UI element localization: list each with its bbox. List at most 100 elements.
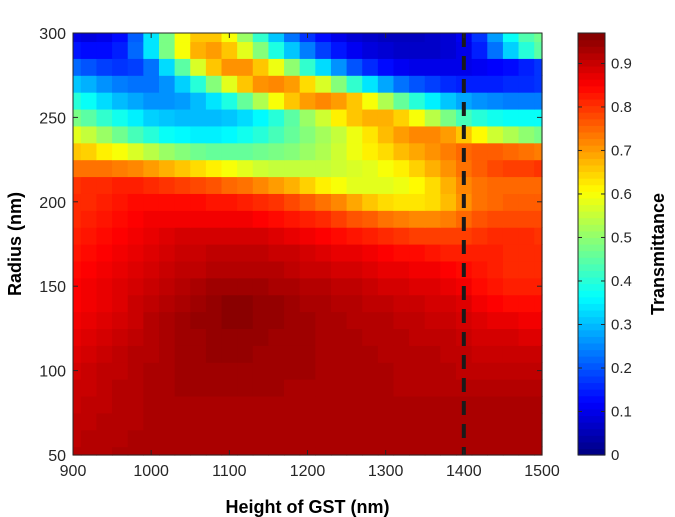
heatmap-cell bbox=[487, 92, 504, 110]
heatmap-cell bbox=[112, 395, 129, 414]
heatmap-cell bbox=[80, 92, 98, 110]
heatmap-cell bbox=[237, 92, 254, 110]
heatmap-cell bbox=[315, 176, 332, 194]
heatmap-cell bbox=[221, 345, 238, 363]
heatmap-cell bbox=[237, 311, 254, 329]
heatmap-cell bbox=[190, 41, 207, 59]
heatmap-cell bbox=[424, 294, 441, 313]
heatmap-cell bbox=[221, 176, 238, 194]
heatmap-cell bbox=[299, 395, 316, 414]
heatmap-cell bbox=[346, 92, 363, 110]
heatmap-cell bbox=[221, 328, 238, 346]
heatmap-cell bbox=[377, 176, 395, 194]
heatmap-cell bbox=[112, 41, 129, 59]
heatmap-cell bbox=[143, 328, 160, 346]
heatmap-cell bbox=[268, 379, 285, 397]
heatmap-cell bbox=[174, 193, 191, 211]
heatmap-cell bbox=[424, 379, 441, 397]
colorbar-segment bbox=[578, 65, 605, 74]
heatmap-cell bbox=[393, 176, 410, 194]
heatmap-cell bbox=[205, 193, 223, 211]
heatmap-cell bbox=[315, 379, 332, 397]
heatmap-cell bbox=[346, 33, 363, 43]
heatmap-cell bbox=[80, 75, 98, 93]
heatmap-cell bbox=[440, 176, 457, 194]
heatmap-cell bbox=[502, 260, 520, 279]
heatmap-cell bbox=[409, 345, 426, 363]
heatmap-cell bbox=[143, 395, 160, 414]
heatmap-cell bbox=[221, 125, 238, 144]
heatmap-cell bbox=[456, 294, 473, 313]
heatmap-cell bbox=[330, 108, 348, 127]
heatmap-cell bbox=[440, 125, 457, 144]
colorbar-segment bbox=[578, 217, 605, 225]
heatmap-cell bbox=[190, 108, 207, 127]
heatmap-cell bbox=[174, 33, 191, 43]
heatmap-cell bbox=[80, 125, 98, 144]
heatmap-cell bbox=[252, 176, 270, 194]
colorbar-segment bbox=[578, 131, 605, 140]
heatmap-cell bbox=[237, 41, 254, 59]
heatmap-cell bbox=[205, 176, 223, 194]
heatmap-cell bbox=[174, 244, 191, 262]
heatmap-cell bbox=[127, 395, 144, 414]
heatmap-cell bbox=[330, 379, 348, 397]
heatmap-cell bbox=[221, 260, 238, 279]
heatmap-cell bbox=[502, 176, 520, 194]
heatmap-cell bbox=[393, 58, 410, 76]
heatmap-cell bbox=[346, 446, 363, 456]
heatmap-cell bbox=[471, 395, 488, 414]
heatmap-cell bbox=[440, 244, 457, 262]
heatmap-cell bbox=[205, 395, 223, 414]
heatmap-cell bbox=[377, 277, 395, 296]
colorbar-segment bbox=[578, 59, 605, 67]
heatmap-cell bbox=[252, 328, 270, 346]
heatmap-cell bbox=[409, 193, 426, 211]
heatmap-cell bbox=[330, 362, 348, 380]
heatmap-cell bbox=[362, 92, 379, 110]
heatmap-cell bbox=[424, 395, 441, 414]
heatmap-cell bbox=[471, 92, 488, 110]
heatmap-cell bbox=[487, 58, 504, 76]
heatmap-cell bbox=[393, 345, 410, 363]
heatmap-cell bbox=[409, 92, 426, 110]
heatmap-cell bbox=[127, 328, 144, 346]
heatmap-cell bbox=[127, 311, 144, 329]
heatmap-cell bbox=[518, 142, 535, 161]
heatmap-cell bbox=[237, 58, 254, 76]
heatmap-cell bbox=[393, 311, 410, 329]
heatmap-cell bbox=[96, 176, 113, 194]
heatmap-cell bbox=[221, 277, 238, 296]
heatmap-cell bbox=[502, 210, 520, 228]
heatmap-cell bbox=[377, 429, 395, 448]
heatmap-cell bbox=[143, 41, 160, 59]
y-tick-label: 150 bbox=[39, 279, 66, 296]
heatmap-cell bbox=[127, 277, 144, 296]
heatmap-cell bbox=[96, 446, 113, 456]
heatmap-cell bbox=[143, 75, 160, 93]
heatmap-cell bbox=[174, 412, 191, 431]
heatmap-cell bbox=[409, 244, 426, 262]
heatmap-cell bbox=[73, 75, 82, 93]
heatmap-cell bbox=[424, 328, 441, 346]
heatmap-cell bbox=[362, 446, 379, 456]
heatmap-cell bbox=[471, 108, 488, 127]
heatmap-cell bbox=[440, 142, 457, 161]
heatmap-cell bbox=[330, 294, 348, 313]
colorbar-tick-label: 0.6 bbox=[611, 186, 632, 203]
heatmap-cell bbox=[284, 379, 301, 397]
heatmap-cell bbox=[409, 260, 426, 279]
heatmap-cell bbox=[518, 92, 535, 110]
heatmap-cell bbox=[518, 125, 535, 144]
heatmap-cell bbox=[221, 92, 238, 110]
heatmap-cell bbox=[143, 58, 160, 76]
heatmap-cell bbox=[190, 260, 207, 279]
heatmap-cell bbox=[127, 92, 144, 110]
colorbar-segment bbox=[578, 408, 605, 417]
heatmap-cell bbox=[393, 92, 410, 110]
heatmap-cell bbox=[205, 345, 223, 363]
colorbar-segment bbox=[578, 224, 605, 232]
heatmap-cell bbox=[158, 41, 176, 59]
heatmap-cell bbox=[424, 345, 441, 363]
heatmap-cell bbox=[174, 210, 191, 228]
